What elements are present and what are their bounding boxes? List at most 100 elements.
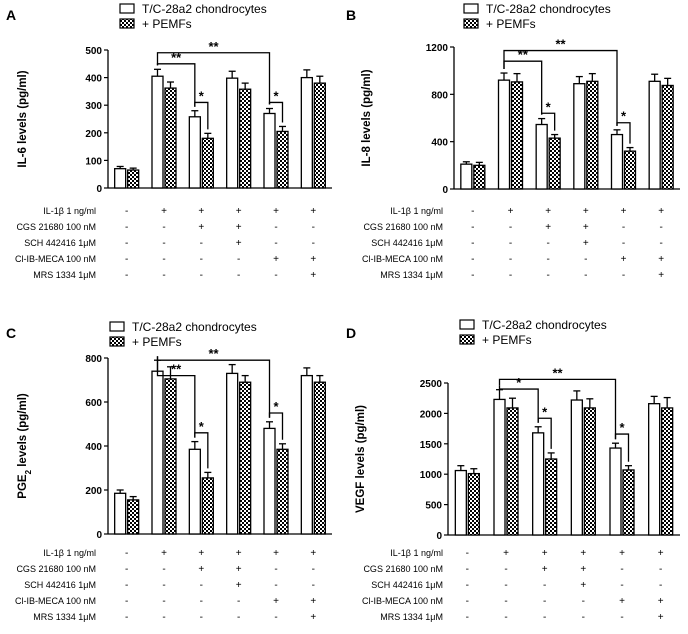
treatment-symbol: - [312, 564, 315, 575]
treatment-symbol: - [125, 270, 128, 281]
treatment-symbol: + [658, 548, 664, 559]
legend-label: + PEMFs [132, 335, 182, 349]
chart-panel-b: B T/C-28a2 chondrocytes+ PEMFs 0 400 800 1200… [346, 2, 680, 281]
bar-pemf [506, 407, 519, 536]
treatment-symbol: + [658, 612, 664, 623]
significance-label: * [621, 109, 627, 124]
treatment-symbol: + [580, 580, 586, 591]
treatment-symbol: + [310, 548, 316, 559]
treatment-symbol: - [274, 270, 277, 281]
bar-pemf [201, 477, 214, 535]
treatment-symbol: - [509, 222, 512, 233]
treatment-row-label: SCH 442416 1μM [371, 580, 443, 590]
bar-control [151, 370, 164, 535]
y-axis-label: VEGF levels (pg/ml) [355, 405, 367, 513]
treatment-symbol: + [545, 206, 551, 217]
legend-swatch [109, 321, 125, 332]
bar-control [226, 77, 239, 189]
panel-letter: B [346, 7, 356, 23]
treatment-symbol: - [620, 564, 623, 575]
treatment-symbol: - [659, 222, 662, 233]
treatment-symbol: - [504, 564, 507, 575]
treatment-symbol: - [543, 596, 546, 607]
treatment-symbol: - [125, 222, 128, 233]
treatment-symbol: - [543, 580, 546, 591]
bar-pemf [622, 469, 635, 536]
treatment-symbol: - [125, 206, 128, 217]
significance-bracket [156, 356, 271, 418]
treatment-symbol: - [659, 238, 662, 249]
treatment-symbol: + [161, 206, 167, 217]
panel-letter: C [6, 325, 16, 341]
treatment-symbol: + [508, 206, 514, 217]
significance-bracket [537, 417, 552, 449]
bar-control [114, 492, 127, 535]
significance-label: ** [208, 39, 219, 54]
treatment-symbol: - [546, 254, 549, 265]
treatment-row-label: MRS 1334 1μM [380, 612, 443, 622]
bar-control [300, 374, 313, 535]
y-axis-label: IL-8 levels (pg/ml) [361, 69, 373, 166]
treatment-symbol: + [658, 206, 664, 217]
treatment-symbol: - [162, 270, 165, 281]
treatment-row-label: SCH 442416 1μM [24, 580, 96, 590]
bar-control [226, 372, 239, 535]
bar-control [573, 83, 586, 190]
bar-pemf [164, 87, 177, 189]
treatment-row-label: CGS 21680 100 nM [363, 222, 443, 232]
bar-pemf [661, 84, 674, 190]
treatment-symbol: - [274, 238, 277, 249]
treatment-symbol: + [658, 596, 664, 607]
treatment-symbol: + [310, 254, 316, 265]
treatment-symbol: - [125, 580, 128, 591]
bar-pemf [127, 169, 140, 189]
treatment-symbol: - [509, 270, 512, 281]
legend-swatch [119, 3, 135, 14]
significance-bracket [498, 385, 539, 423]
treatment-symbol: - [504, 596, 507, 607]
bar-pemf [276, 130, 289, 189]
treatment-symbol: + [273, 254, 279, 265]
treatment-symbol: + [542, 548, 548, 559]
bar-pemf [239, 88, 252, 189]
y-tick-label: 200 [85, 129, 102, 140]
treatment-symbol: - [162, 580, 165, 591]
treatment-symbol: + [236, 548, 242, 559]
bar-control [610, 133, 624, 190]
treatment-symbol: - [471, 254, 474, 265]
treatment-row-label: Cl-IB-MECA 100 nM [15, 596, 96, 606]
bar-pemf [239, 381, 252, 535]
treatment-row-label: MRS 1334 1μM [33, 270, 96, 280]
significance-bracket [194, 101, 209, 130]
y-tick-label: 0 [436, 531, 442, 542]
bar-pemf [473, 164, 486, 190]
treatment-symbol: + [658, 270, 664, 281]
significance-bracket [503, 49, 618, 126]
chart-panel-d: D T/C-28a2 chondrocytes+ PEMFs 0 500 1000 150… [346, 318, 680, 623]
significance-label: ** [552, 365, 563, 380]
treatment-row-label: Cl-IB-MECA 100 nM [15, 254, 96, 264]
treatment-symbol: - [312, 222, 315, 233]
y-tick-label: 300 [85, 101, 102, 112]
treatment-symbol: + [619, 548, 625, 559]
bar-pemf [164, 378, 177, 535]
y-tick-label: 500 [425, 501, 442, 512]
significance-label: * [619, 420, 625, 435]
treatment-row-label: CGS 21680 100 nM [363, 564, 443, 574]
treatment-symbol: - [312, 238, 315, 249]
treatment-symbol: - [584, 270, 587, 281]
treatment-symbol: - [200, 580, 203, 591]
y-tick-label: 0 [442, 185, 448, 196]
y-tick-label: 400 [85, 74, 102, 85]
treatment-symbol: - [125, 254, 128, 265]
y-tick-label: 0 [96, 184, 102, 195]
treatment-symbol: + [310, 206, 316, 217]
bar-pemf [127, 499, 140, 535]
significance-label: ** [518, 47, 529, 62]
significance-bracket [156, 356, 196, 438]
y-tick-label: 400 [431, 138, 448, 149]
treatment-row-label: IL-1β 1 ng/ml [43, 206, 96, 216]
bar-control [493, 398, 506, 536]
treatment-symbol: - [622, 222, 625, 233]
